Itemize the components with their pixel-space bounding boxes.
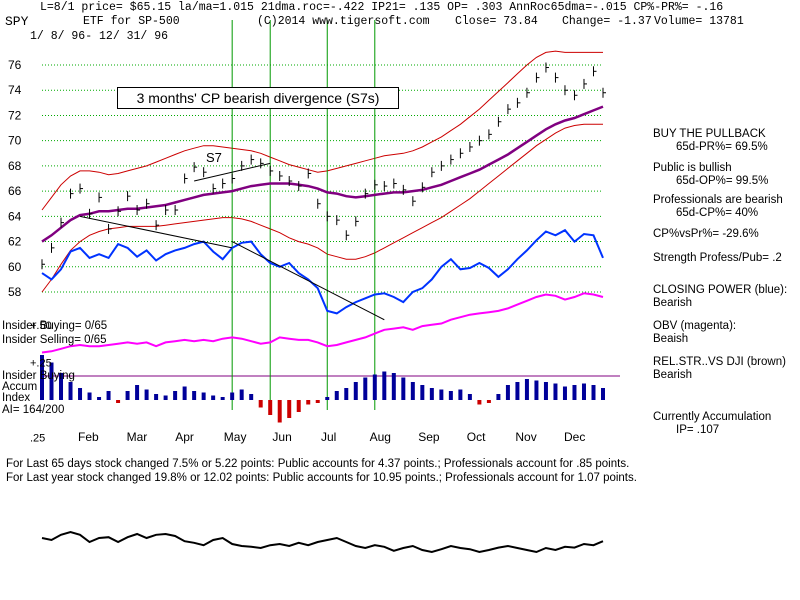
signal-lines [231, 20, 376, 410]
insider-selling-count: Insider Selling= 0/65 [2, 334, 107, 346]
closing-power-line [41, 228, 604, 315]
band-lines [41, 50, 603, 293]
closing-power-label: CLOSING POWER (blue): [653, 284, 788, 296]
ticker-symbol: SPY [5, 14, 29, 29]
price-tick-label: 58 [8, 285, 22, 299]
rel-strength-line [41, 530, 604, 554]
axis-ticks: 76 74 72 70 68 66 64 62 60 58 +.50 +.25 .25 Feb Mar Apr… [8, 58, 585, 445]
accum-tick-label: .25 [30, 433, 45, 445]
month-label: Feb [78, 430, 99, 444]
cp-vs-pr: CP%vsPr%= -29.6% [653, 228, 759, 240]
summary-last-year: For Last year stock changed 19.8% or 12.… [6, 472, 637, 484]
moving-average-line [41, 105, 604, 243]
accum-label: Accum [2, 381, 38, 393]
month-label: Sep [418, 430, 440, 444]
month-label: Oct [467, 430, 486, 444]
accumulation-label: Currently Accumulation [653, 411, 772, 423]
ai-score: AI= 164/200 [2, 404, 65, 416]
month-label: Apr [175, 430, 194, 444]
price-tick-label: 66 [8, 184, 22, 198]
insider-buying-label: Insider Buying [2, 370, 75, 382]
series-lines [41, 62, 606, 554]
date-range: 1/ 8/ 96- 12/ 31/ 96 [30, 30, 169, 43]
index-label: Index [2, 392, 31, 404]
price-tick-label: 64 [8, 209, 22, 223]
grid-lines [42, 64, 620, 377]
price-tick-label: 74 [8, 83, 22, 97]
buy-title: BUY THE PULLBACK [653, 128, 766, 140]
header-stats: L=8/1 price= $65.15 la/ma=1.015 21dma.ro… [40, 1, 724, 14]
obv-status: Beaish [653, 333, 689, 345]
month-label: Mar [127, 430, 148, 444]
upper-band-line [41, 50, 603, 211]
rel-strength-label: REL.STR..VS DJI (brown) [653, 356, 786, 368]
summary-65-days: For Last 65 days stock changed 7.5% or 5… [6, 458, 630, 470]
accum-tick-label: +.50 [30, 320, 52, 332]
public-status: Public is bullish [653, 162, 732, 174]
obv-label: OBV (magenta): [653, 320, 737, 332]
pr-value: 65d-PR%= 69.5% [676, 141, 768, 153]
rel-strength-status: Bearish [653, 369, 692, 381]
cp-value: 65d-CP%= 40% [676, 207, 759, 219]
price-tick-label: 76 [8, 58, 22, 72]
month-label: Aug [370, 430, 391, 444]
trend-lines [79, 162, 385, 321]
change-value: Change= -1.37 [562, 15, 652, 28]
price-tick-label: 60 [8, 260, 22, 274]
month-label: Jun [272, 430, 291, 444]
close-value: Close= 73.84 [455, 15, 538, 28]
ip-value: IP= .107 [676, 424, 720, 436]
price-tick-label: 68 [8, 159, 22, 173]
trend-line [194, 162, 271, 182]
divergence-annotation: 3 months' CP bearish divergence (S7s) [117, 87, 399, 109]
etf-name: ETF for SP-500 [83, 15, 180, 28]
trend-line [79, 215, 233, 249]
price-tick-label: 72 [8, 108, 22, 122]
trend-line [231, 241, 385, 321]
lower-band-line [41, 123, 603, 293]
copyright: (C)2014 www.tigersoft.com [257, 15, 430, 28]
month-label: Jul [321, 430, 336, 444]
s7-signal-label: S7 [206, 150, 222, 165]
month-label: Nov [515, 430, 536, 444]
op-value: 65d-OP%= 99.5% [676, 175, 769, 187]
price-tick-label: 62 [8, 235, 22, 249]
month-label: May [224, 430, 247, 444]
pros-status: Professionals are bearish [653, 194, 783, 206]
obv-line [41, 292, 604, 354]
volume-value: Volume= 13781 [654, 15, 744, 28]
month-label: Dec [564, 430, 585, 444]
insider-buying-count: Insider Buying= 0/65 [2, 320, 108, 332]
price-tick-label: 70 [8, 134, 22, 148]
accumulation-bars [40, 355, 605, 423]
accum-tick-label: +.25 [30, 358, 52, 370]
closing-power-status: Bearish [653, 297, 692, 309]
strength-ratio: Strength Profess/Pub= .2 [653, 252, 782, 264]
